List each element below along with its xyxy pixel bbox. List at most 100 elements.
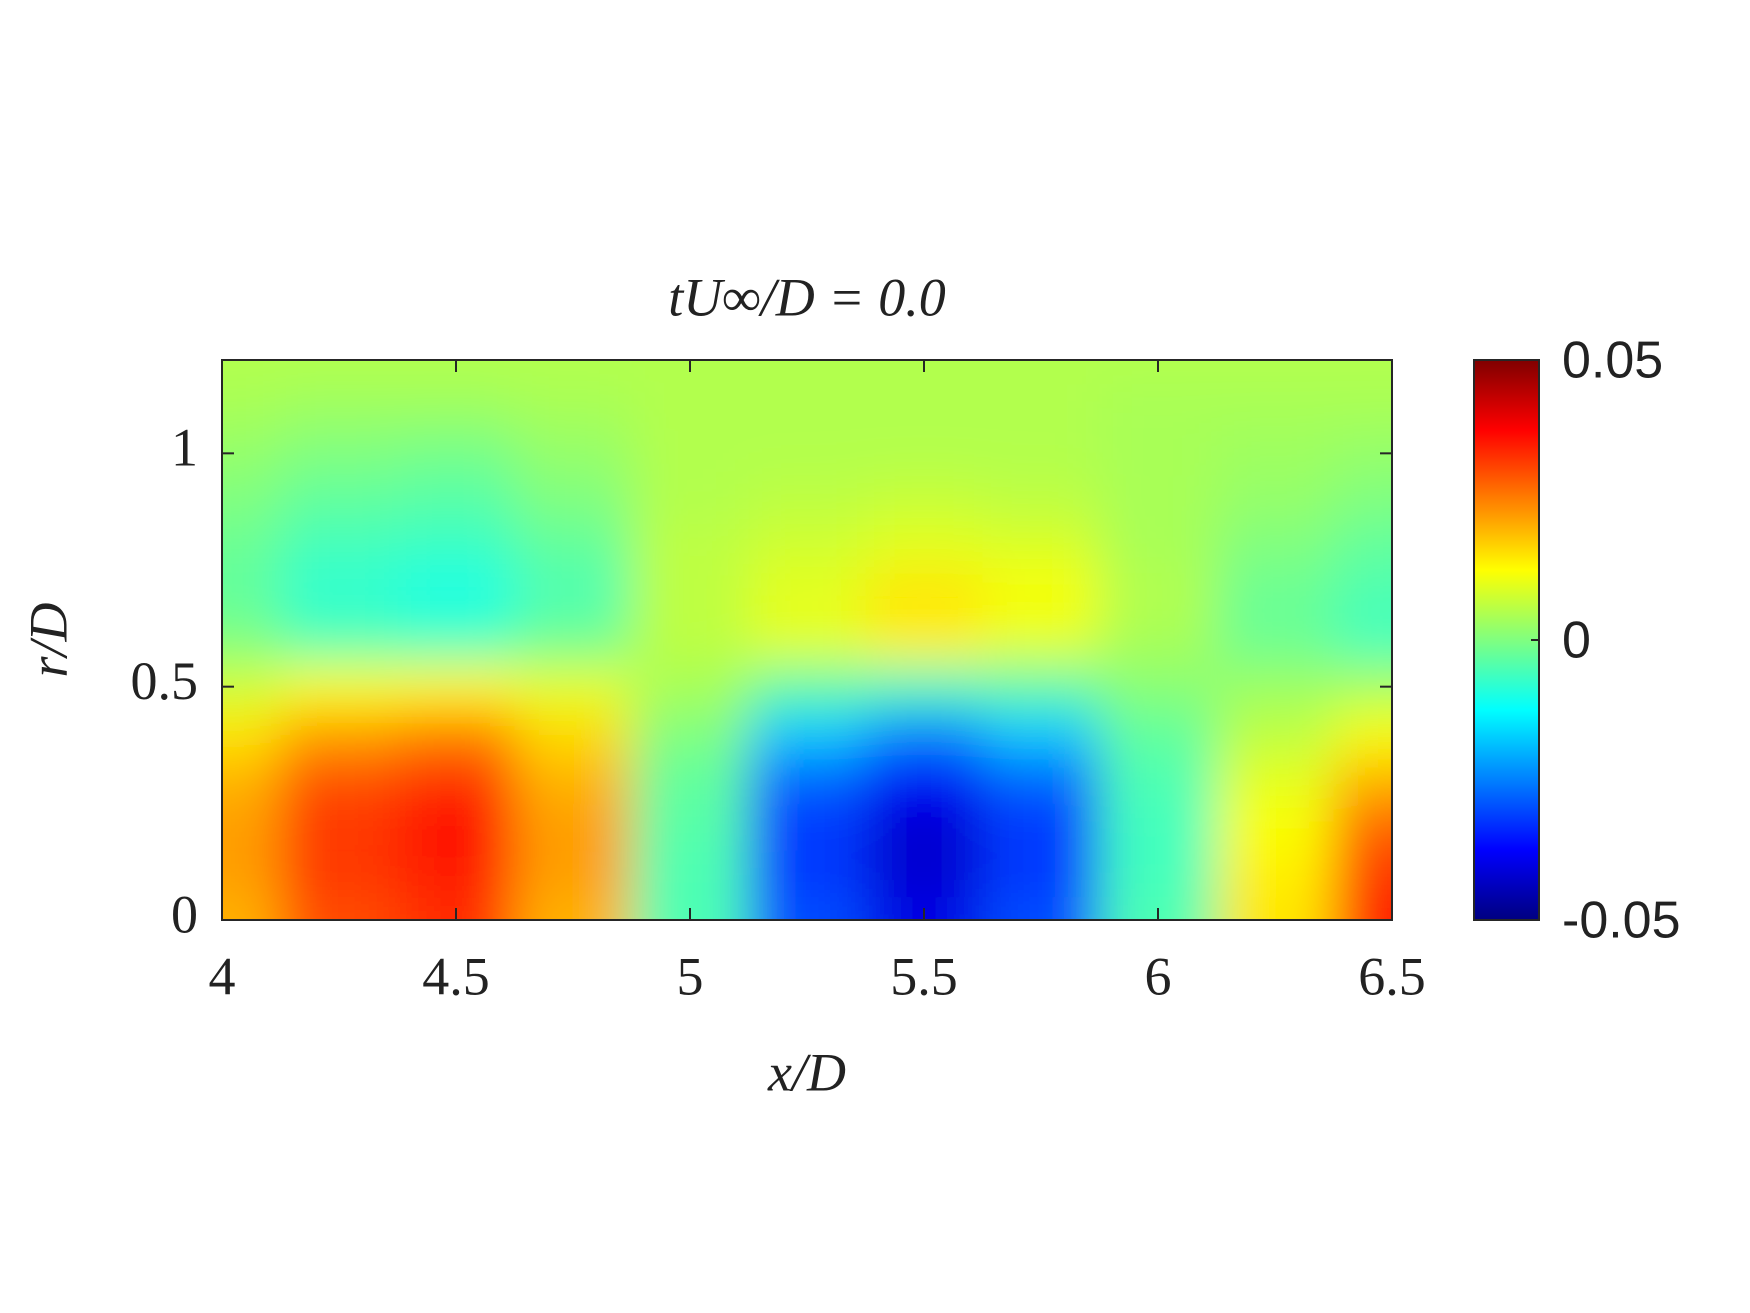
field-cell	[222, 710, 281, 758]
field-cell	[397, 803, 515, 851]
field-cell	[631, 803, 749, 851]
field-cell	[514, 523, 632, 571]
field-cell	[280, 803, 398, 851]
field-cell	[631, 476, 749, 524]
field-cell	[1216, 663, 1334, 711]
field-cell	[1216, 756, 1334, 804]
field-cell	[865, 803, 983, 851]
field-cell	[982, 476, 1100, 524]
field-cell	[514, 896, 632, 920]
field-cell	[397, 476, 515, 524]
field-cell	[865, 663, 983, 711]
field-cell	[1333, 570, 1392, 618]
field-cell	[397, 430, 515, 478]
field-cell	[982, 803, 1100, 851]
field-cell	[982, 523, 1100, 571]
x-tick-label: 6	[1145, 946, 1172, 1006]
field-cell	[865, 710, 983, 758]
field-cell	[397, 756, 515, 804]
field-cell	[865, 383, 983, 431]
field-cell	[748, 383, 866, 431]
field-cell	[982, 616, 1100, 664]
field-cell	[1216, 570, 1334, 618]
field-cell	[748, 710, 866, 758]
field-cell	[865, 430, 983, 478]
field-cell	[280, 850, 398, 898]
field-cell	[631, 663, 749, 711]
field-cell	[1099, 663, 1217, 711]
field-cell	[982, 430, 1100, 478]
field-cell	[222, 896, 281, 920]
field-cell	[1333, 850, 1392, 898]
field-cell	[514, 756, 632, 804]
field-cell	[865, 570, 983, 618]
field-cell	[222, 523, 281, 571]
field-cell	[514, 570, 632, 618]
field-cell	[631, 756, 749, 804]
colorbar-tick-label: -0.05	[1562, 892, 1681, 950]
field-cell	[397, 663, 515, 711]
field-cell	[748, 360, 866, 384]
field-cell	[982, 850, 1100, 898]
field-cell	[1333, 756, 1392, 804]
colorbar-tick-label: 0.05	[1562, 332, 1663, 390]
colorbar	[1473, 359, 1540, 921]
field-cell	[1333, 476, 1392, 524]
field-cell	[1099, 383, 1217, 431]
field-cell	[982, 896, 1100, 920]
field-cell	[982, 710, 1100, 758]
field-cell	[1333, 523, 1392, 571]
plot-frame	[221, 359, 1393, 921]
field-cell	[1216, 476, 1334, 524]
field-cell	[1099, 523, 1217, 571]
field-cell	[748, 756, 866, 804]
field-cell	[397, 383, 515, 431]
field-cell	[514, 803, 632, 851]
field-cell	[748, 803, 866, 851]
field-cell	[280, 663, 398, 711]
field-cell	[865, 523, 983, 571]
field-cell	[222, 360, 281, 384]
field-cell	[982, 663, 1100, 711]
x-tick-label: 6.5	[1358, 946, 1426, 1006]
field-cell	[280, 570, 398, 618]
x-tick-label: 4.5	[422, 946, 490, 1006]
field-cell	[1099, 570, 1217, 618]
field-cell	[748, 616, 866, 664]
field-cell	[1333, 803, 1392, 851]
field-cell	[1216, 383, 1334, 431]
field-cell	[1099, 756, 1217, 804]
field-cell	[1099, 710, 1217, 758]
y-tick-label: 1	[171, 418, 198, 478]
field-cell	[397, 570, 515, 618]
field-cell	[222, 616, 281, 664]
field-cell	[631, 523, 749, 571]
field-cell	[222, 383, 281, 431]
field-cell	[1333, 616, 1392, 664]
field-cell	[631, 570, 749, 618]
y-axis-label: r/D	[18, 602, 78, 677]
field-cell	[1333, 663, 1392, 711]
field-cell	[514, 360, 632, 384]
x-tick-label: 5.5	[890, 946, 958, 1006]
field-cell	[280, 476, 398, 524]
colorbar-tick-label: 0	[1562, 612, 1591, 670]
field-cell	[397, 523, 515, 571]
x-tick-label: 5	[677, 946, 704, 1006]
field-cell	[1216, 616, 1334, 664]
field-cell	[222, 476, 281, 524]
field-cell	[865, 476, 983, 524]
x-tick-label: 4	[209, 946, 236, 1006]
field-cell	[514, 476, 632, 524]
field-cell	[982, 360, 1100, 384]
field-cell	[280, 360, 398, 384]
field-cell	[748, 476, 866, 524]
field-cell	[1333, 360, 1392, 384]
field-cell	[514, 430, 632, 478]
field-cell	[865, 756, 983, 804]
field-cell	[1216, 850, 1334, 898]
field-cell	[222, 756, 281, 804]
field-cell	[982, 756, 1100, 804]
chart-title: tU∞/D = 0.0	[668, 267, 945, 327]
